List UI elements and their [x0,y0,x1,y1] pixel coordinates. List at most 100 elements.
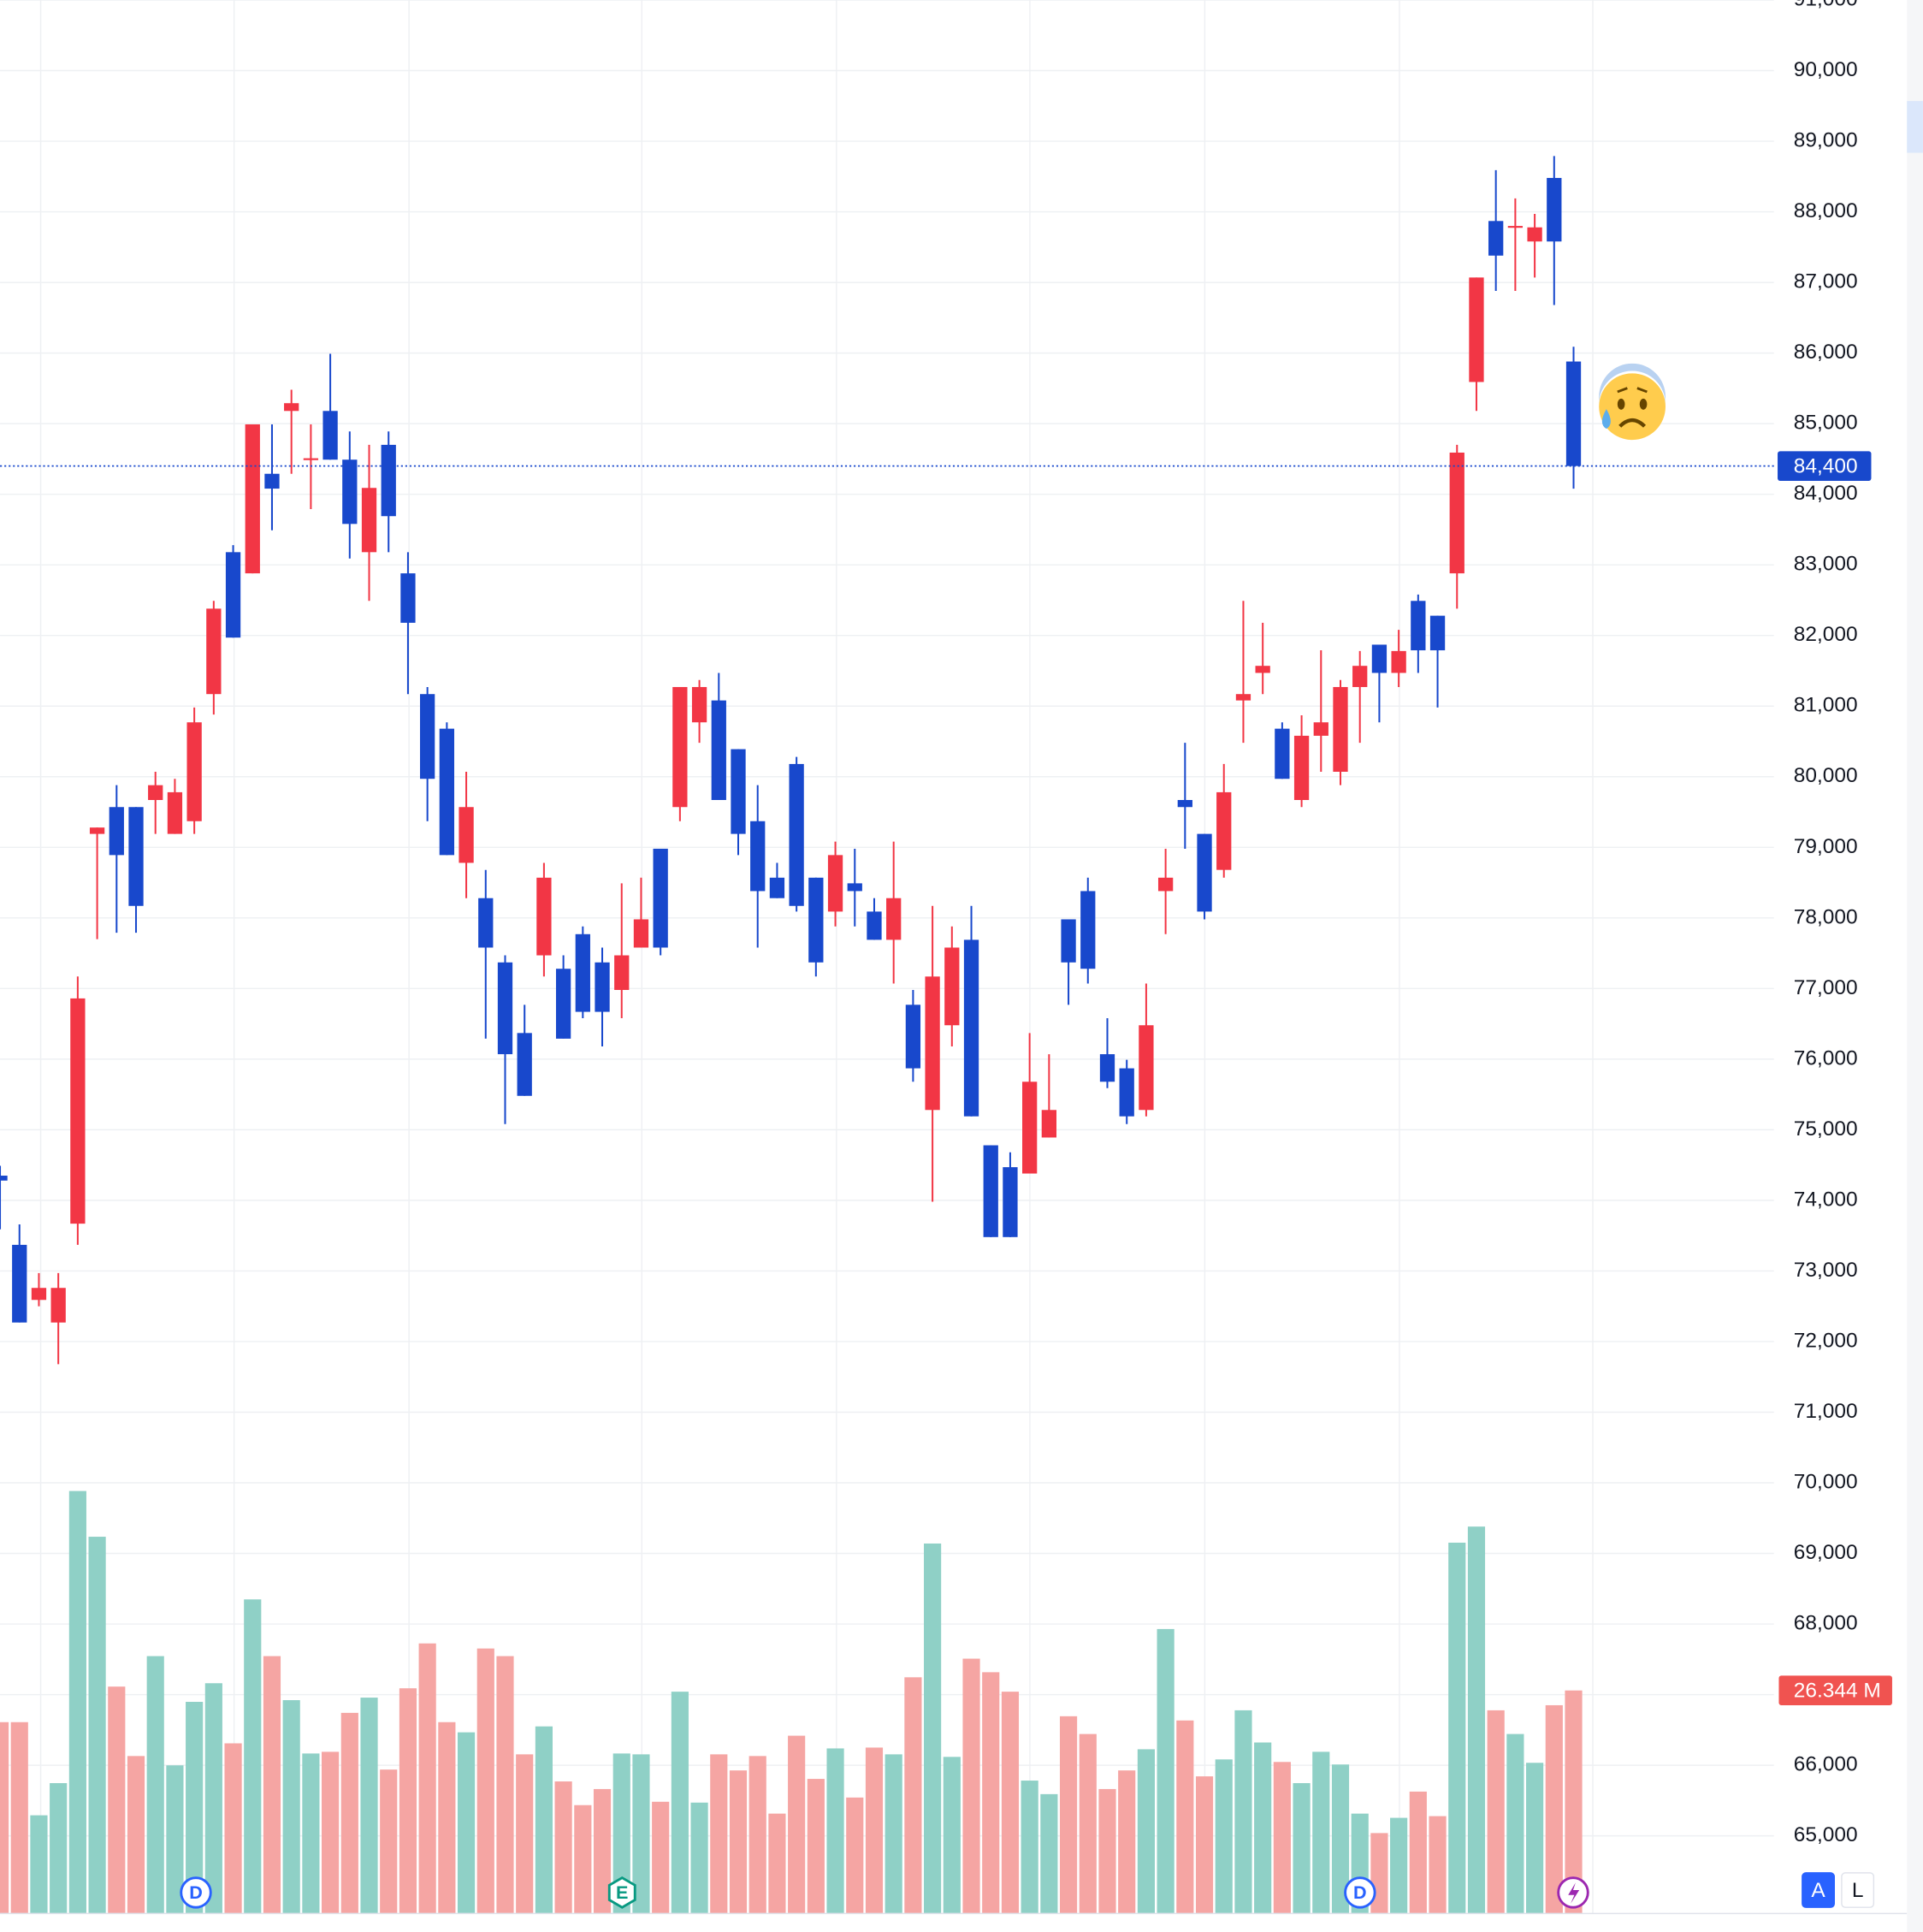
y-tick-label: 88,000 [1794,199,1858,222]
volume-label: 26.344 M [1794,1680,1881,1703]
candle-body [322,411,338,460]
volume-bar [652,1801,670,1914]
candle-body [1391,650,1406,673]
candle-body [886,898,902,940]
emoji-eye [1639,398,1648,410]
candle-body [167,791,183,834]
candle-body [536,877,552,956]
volume-bar [1215,1759,1233,1914]
marker-label: D [189,1882,203,1903]
candle-body [1061,919,1076,963]
candle-body [731,749,746,834]
marker-icon [1568,1882,1580,1904]
volume-bar [1098,1788,1116,1914]
y-tick-label: 71,000 [1794,1400,1858,1423]
volume-bar [146,1656,164,1914]
volume-bar [554,1781,572,1914]
candle-body [1352,666,1368,687]
marker-label: E [616,1882,628,1903]
candle-body [789,763,804,906]
volume-bar [1409,1791,1427,1914]
y-tick-label: 73,000 [1794,1259,1858,1282]
volume-bar [1137,1749,1155,1914]
volume-bar [885,1754,902,1914]
y-tick-label: 66,000 [1794,1753,1858,1776]
volume-bar [418,1643,436,1914]
y-tick-label: 65,000 [1794,1823,1858,1846]
y-tick-label: 74,000 [1794,1188,1858,1211]
candle-body [31,1288,47,1301]
volume-bar [1545,1704,1563,1914]
candle-body [1527,227,1542,242]
y-tick-label: 89,000 [1794,129,1858,152]
candle-body [691,686,707,723]
candle-body [983,1145,998,1237]
candle-body [847,883,862,892]
candle-body [750,821,766,892]
volume-bar [340,1712,358,1914]
volume-bar [1273,1762,1291,1914]
candle-body [206,608,222,695]
volume-bar [710,1754,728,1914]
candle-body [128,807,144,906]
candle-body [420,694,435,779]
volume-bar [88,1537,106,1914]
volume-bar [476,1648,494,1914]
emoji-brow [1617,387,1648,394]
candle-body [1488,221,1504,256]
y-tick-label: 87,000 [1794,270,1858,293]
volume-bars [0,1490,1583,1914]
volume-bar [10,1722,28,1914]
candle-body [867,911,882,940]
volume-bar [1176,1720,1194,1914]
candle-body [1255,666,1270,673]
side-panel-highlight [1907,101,1923,153]
candle-body [439,728,455,856]
y-tick-label: 75,000 [1794,1117,1858,1141]
volume-bar [1234,1710,1252,1914]
candle-body [89,827,105,834]
candle-body [1429,615,1446,651]
candles [0,156,1582,1365]
volume-bar [690,1802,708,1914]
volume-bar [0,1722,9,1914]
scale-button-label[interactable]: L [1852,1879,1864,1902]
candle-body [381,444,396,517]
volume-bar [1254,1742,1272,1914]
candle-body [1333,686,1348,772]
candle-body [1157,877,1174,892]
volume-bar [826,1748,844,1914]
y-tick-label: 80,000 [1794,764,1858,787]
volume-bar [50,1783,68,1914]
marker-shape [180,1876,212,1909]
y-tick-label: 69,000 [1794,1541,1858,1564]
candle-body [400,573,416,623]
last-price-label: 84,400 [1794,455,1858,478]
candle-body [497,962,513,1055]
scale-button[interactable] [1841,1872,1875,1908]
volume-bar [244,1599,262,1914]
volume-bar [1565,1690,1583,1914]
candle-body [1293,735,1310,800]
candle-body [1507,226,1524,228]
candle-body [0,1176,8,1181]
volume-bar [1429,1816,1447,1914]
volume-bar [1331,1764,1350,1914]
volume-bar [535,1726,553,1914]
y-tick-label: 84,000 [1794,482,1858,505]
candle-body [944,947,960,1026]
candle-body [1080,891,1096,969]
candle-body [245,424,260,574]
emoji-mouth [1618,418,1647,428]
candle-body [555,969,571,1039]
scale-button-label[interactable]: A [1811,1879,1825,1902]
candle-body [672,686,688,808]
volume-bar [1079,1733,1097,1914]
candle-body [148,785,163,800]
candle-body [517,1033,532,1096]
candle-body [1235,694,1251,701]
scale-button[interactable] [1802,1872,1835,1908]
volume-bar [1293,1783,1311,1914]
y-tick-label: 76,000 [1794,1046,1858,1070]
